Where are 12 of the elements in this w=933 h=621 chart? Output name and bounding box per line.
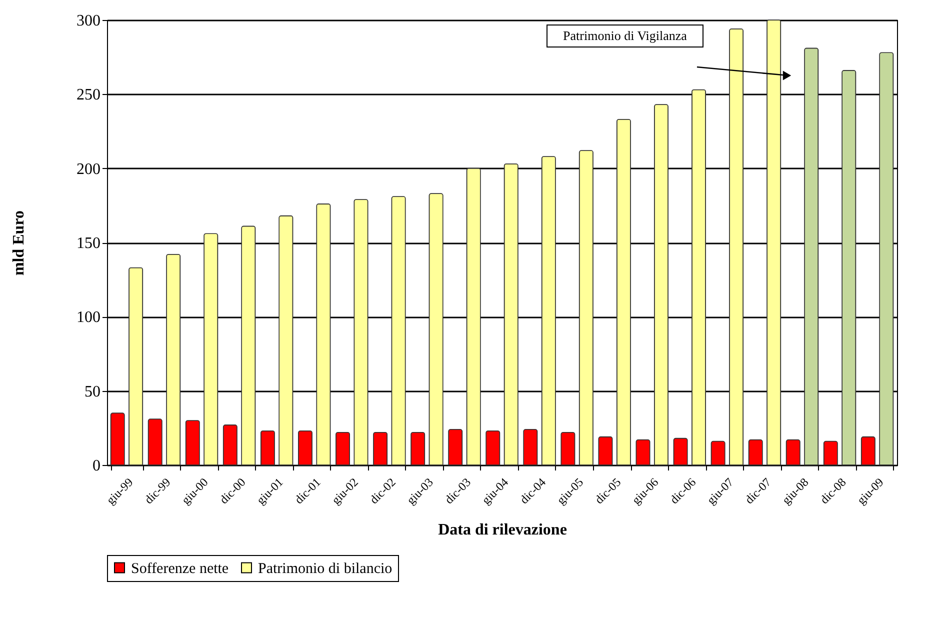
legend-label: Sofferenze nette xyxy=(131,560,229,577)
y-tick-label: 250 xyxy=(76,86,100,104)
y-tick-label: 300 xyxy=(76,12,100,30)
x-axis-title: Data di rilevazione xyxy=(438,521,567,538)
y-tick-label: 50 xyxy=(84,383,100,400)
y-axis-title: mld Euro xyxy=(10,210,28,276)
y-tick-label: 200 xyxy=(76,160,100,178)
annotation: Patrimonio di Vigilanza xyxy=(563,28,688,43)
y-tick-label: 150 xyxy=(76,235,100,252)
y-tick-label: 100 xyxy=(76,309,100,326)
legend-label: Patrimonio di bilancio xyxy=(258,560,392,577)
y-tick-label: 0 xyxy=(92,458,100,474)
